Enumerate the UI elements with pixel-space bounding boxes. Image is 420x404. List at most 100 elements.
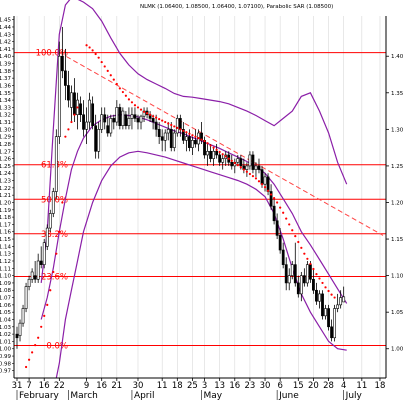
candle-body-up (248, 154, 252, 167)
month-label: May (204, 391, 223, 400)
candle-body-down (278, 235, 282, 251)
candle-body-down (312, 278, 315, 291)
candle-body-up (70, 92, 73, 108)
sar-dot (155, 116, 158, 119)
candle-body-up (175, 118, 179, 134)
sar-dot (233, 161, 236, 165)
y-tick-label-left: 1.05 (0, 310, 11, 316)
candle-body-up (333, 308, 337, 339)
candle-body-down (169, 129, 173, 148)
candle-body-down (151, 118, 155, 123)
sar-dot (300, 246, 303, 249)
candle-body-up (57, 55, 61, 137)
sar-dot (285, 217, 288, 220)
month-label: July (345, 391, 363, 400)
sar-dot (31, 351, 34, 354)
x-tick-label: 11 (356, 381, 367, 391)
sar-dot (257, 180, 261, 183)
candle-body-down (269, 191, 273, 207)
sar-dot (309, 262, 312, 266)
y-tick-label-left: 1.09 (0, 281, 11, 287)
candle-body-up (115, 107, 119, 123)
y-tick-label-left: 1.36 (0, 83, 11, 89)
x-tick-label: 23 (244, 381, 255, 391)
candle-body-up (130, 114, 134, 119)
y-tick-label-left: 1.28 (0, 142, 11, 148)
candle-body-down (251, 154, 255, 170)
candle-body-up (100, 114, 104, 130)
sar-dot (248, 172, 252, 176)
y-tick-label-left: 1.21 (0, 193, 11, 199)
x-tick-label: 7 (26, 381, 31, 391)
candle-body-up (318, 293, 321, 302)
sar-dot (112, 78, 115, 81)
candle-body-up (299, 275, 303, 295)
candle-body-up (245, 165, 249, 170)
candle-body-down (79, 103, 82, 116)
x-tick-label: 11 (157, 381, 168, 391)
x-tick-label: 22 (54, 381, 65, 391)
sar-dot (167, 122, 170, 125)
candle-body-down (60, 55, 64, 72)
candle-body-up (109, 118, 113, 134)
y-tick-label-left: 1.14 (0, 244, 11, 250)
sar-dot (142, 110, 146, 113)
sar-dot (97, 56, 100, 59)
sar-dot (273, 196, 276, 200)
candle-body-up (191, 140, 194, 148)
candle-body-down (178, 118, 182, 130)
sar-dot (55, 252, 58, 255)
candle-body-down (327, 308, 330, 328)
axis-layer: 0.970.980.991.001.011.021.031.041.051.06… (0, 16, 404, 401)
sar-dot (279, 206, 282, 209)
candle-body-down (281, 249, 285, 265)
sar-dot (91, 49, 94, 52)
candle-body-up (166, 129, 170, 134)
sar-dot (333, 296, 336, 299)
y-tick-label-left: 1.07 (0, 296, 11, 302)
candle-body-down (284, 264, 288, 284)
candle-body-down (39, 260, 43, 265)
y-tick-label-left: 1.30 (0, 127, 11, 133)
sar-dot (291, 229, 294, 232)
y-tick-label-left: 1.34 (0, 98, 11, 104)
candle-body-up (287, 275, 291, 284)
candle-body-up (336, 304, 340, 309)
sar-dot (61, 201, 64, 204)
sar-dot (37, 336, 40, 339)
candle-body-down (82, 114, 85, 130)
candle-body-up (54, 136, 58, 192)
sar-dot (27, 358, 31, 361)
y-tick-label-left: 1.01 (0, 339, 11, 345)
sar-dot (200, 138, 203, 141)
candle-body-up (30, 271, 34, 280)
sar-dot (139, 108, 143, 111)
y-tick-label-left: 1.13 (0, 252, 11, 258)
sar-dot (245, 170, 248, 173)
sar-dot (145, 112, 149, 115)
sar-layer (24, 44, 336, 369)
fib-level-label: 0.0% (46, 341, 68, 351)
y-tick-label-left: 1.04 (0, 317, 11, 323)
candle-body-up (121, 110, 125, 126)
y-tick-label-left: 1.38 (0, 69, 11, 75)
sar-dot (197, 137, 200, 140)
sar-dot (294, 235, 297, 238)
sar-dot (94, 52, 97, 56)
candle-body-up (21, 308, 25, 324)
y-tick-label-left: 1.25 (0, 164, 11, 170)
candle-layer (15, 26, 346, 349)
sar-dot (24, 365, 28, 369)
y-tick-label-left: 1.39 (0, 62, 11, 68)
x-tick-label: 16 (39, 381, 50, 391)
candle-body-up (342, 296, 346, 303)
sar-dot (194, 135, 197, 138)
candle-body-down (106, 125, 110, 134)
y-tick-label-left: 1.08 (0, 288, 11, 294)
sar-dot (70, 120, 73, 124)
sar-dot (161, 119, 164, 122)
candle-body-down (188, 136, 191, 148)
candle-body-down (239, 158, 243, 167)
sar-dot (170, 123, 173, 127)
candle-body-down (293, 264, 297, 284)
